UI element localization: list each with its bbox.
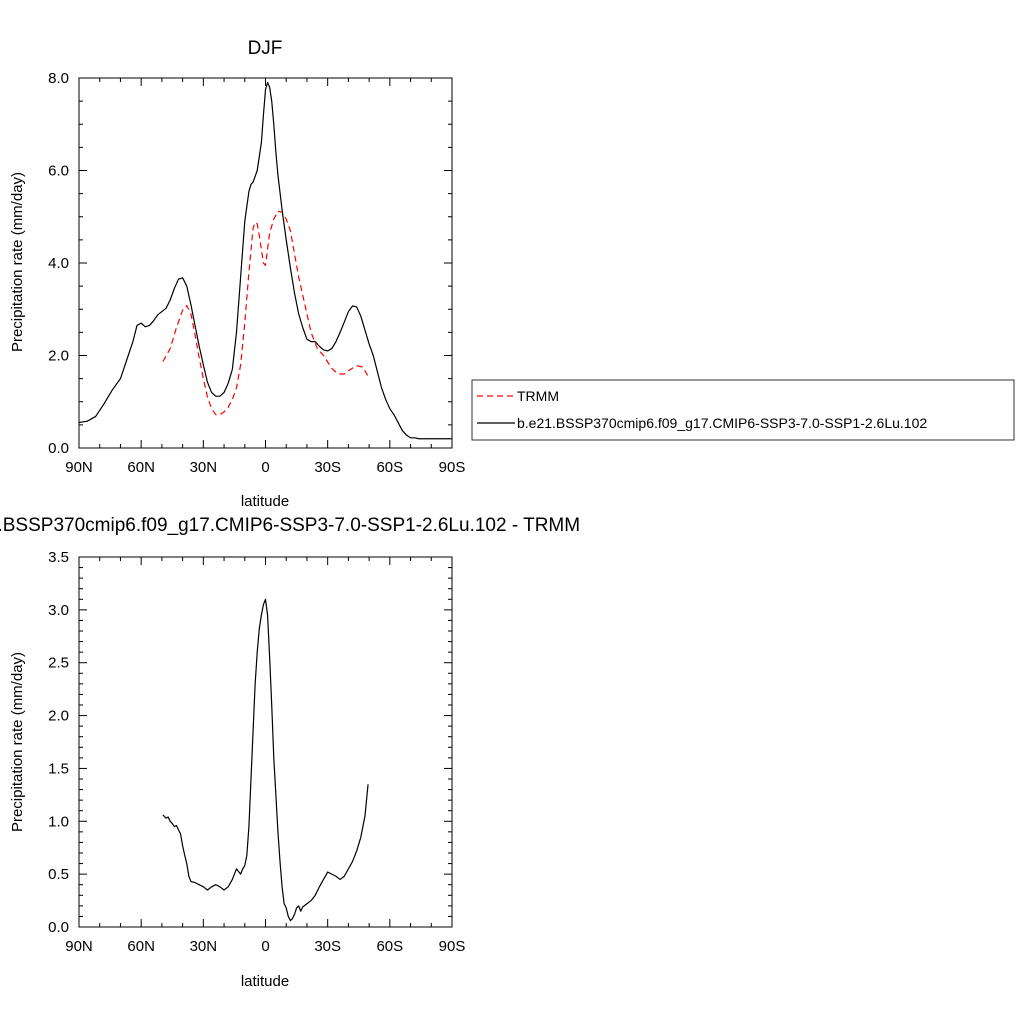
axis-ticks: 90N 60N 30N 0 30S 60S 90S 0.0 2.0 4.0 6.0 8.0 <box>48 70 465 476</box>
x-tick-label: 60S <box>376 938 403 955</box>
x-tick-label: 90S <box>439 938 466 955</box>
x-tick-label: 60S <box>376 459 403 476</box>
series-line-trmm <box>162 210 369 416</box>
x-tick-label: 60N <box>127 459 155 476</box>
x-tick-label: 0 <box>261 459 269 476</box>
plot-area-difference <box>162 598 369 922</box>
y-tick-label: 1.5 <box>48 760 69 777</box>
x-tick-label: 90N <box>65 459 93 476</box>
djf-panel: DJF Precipitation rate (mm/day) latitude… <box>9 38 465 510</box>
x-tick-label: 0 <box>261 938 269 955</box>
y-tick-label: 1.0 <box>48 813 69 830</box>
y-tick-label: 2.5 <box>48 655 69 672</box>
legend-label-model: b.e21.BSSP370cmip6.f09_g17.CMIP6-SSP3-7.… <box>517 415 927 431</box>
x-axis-label: latitude <box>241 493 289 510</box>
series-line-model <box>78 82 452 440</box>
series-line-difference <box>162 598 369 922</box>
x-tick-label: 30S <box>314 459 341 476</box>
y-tick-label: 3.5 <box>48 549 69 566</box>
plot-frame <box>78 77 453 449</box>
y-axis-label-difference: Precipitation rate (mm/day) <box>9 652 26 832</box>
legend: TRMM b.e21.BSSP370cmip6.f09_g17.CMIP6-SS… <box>471 379 1015 441</box>
x-tick-label: 90S <box>439 459 466 476</box>
x-tick-label: 30N <box>190 938 218 955</box>
y-axis-label: Precipitation rate (mm/day) <box>9 172 26 352</box>
x-tick-label: 90N <box>65 938 93 955</box>
y-tick-label: 2.0 <box>48 708 69 725</box>
difference-panel: b.e21.BSSP370cmip6.f09_g17.CMIP6-SSP3-7.… <box>0 515 580 990</box>
y-tick-label: 0.5 <box>48 866 69 883</box>
legend-label-trmm: TRMM <box>517 388 559 404</box>
plot-frame-difference <box>78 556 453 928</box>
y-tick-label: 0.0 <box>48 919 69 936</box>
axis-ticks-difference: 90N 60N 30N 0 30S 60S 90S 0.0 0.5 1.0 1.5 2.0 2.5 3.0… <box>48 549 465 955</box>
chart-title-difference: b.e21.BSSP370cmip6.f09_g17.CMIP6-SSP3-7.… <box>0 515 580 536</box>
y-tick-label: 3.0 <box>48 602 69 619</box>
y-tick-label: 0.0 <box>48 440 69 457</box>
chart-title: DJF <box>248 38 283 59</box>
x-tick-label: 30S <box>314 938 341 955</box>
x-tick-label: 30N <box>190 459 218 476</box>
x-axis-label-difference: latitude <box>241 973 289 990</box>
plot-area <box>78 82 452 440</box>
x-tick-label: 60N <box>127 938 155 955</box>
y-tick-label: 6.0 <box>48 163 69 180</box>
y-tick-label: 8.0 <box>48 70 69 87</box>
legend-box <box>471 379 1015 441</box>
y-tick-label: 2.0 <box>48 348 69 365</box>
y-tick-label: 4.0 <box>48 255 69 272</box>
